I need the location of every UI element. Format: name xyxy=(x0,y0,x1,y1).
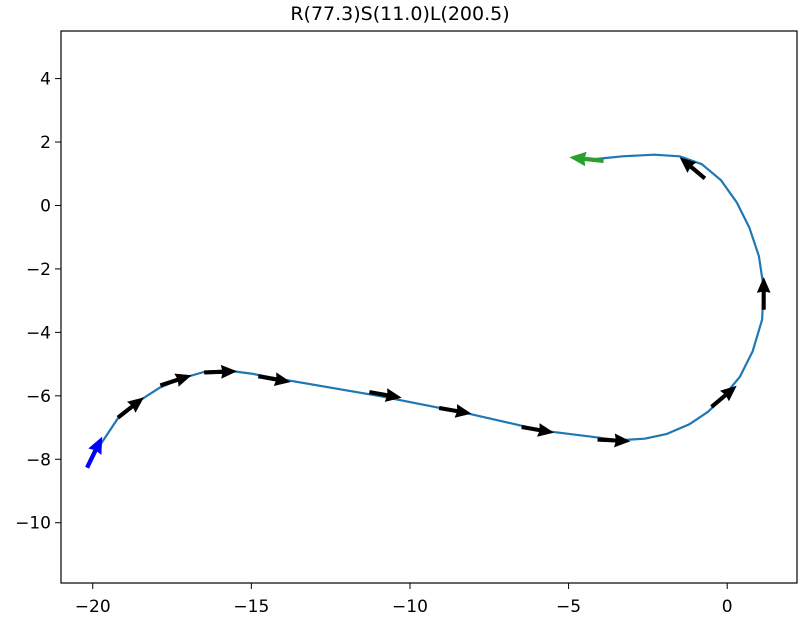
heading-arrow xyxy=(159,373,192,388)
x-tick-label: −5 xyxy=(556,597,581,617)
heading-arrow xyxy=(597,433,631,448)
heading-arrow xyxy=(368,388,402,402)
heading-arrow xyxy=(710,385,737,409)
chart-axes: −20 −15 −10 −5 0 4 2 0 −2 −4 −6 −8 −10 xyxy=(15,70,733,617)
y-tick-label: 0 xyxy=(40,196,51,216)
heading-arrow xyxy=(204,364,238,379)
chart-title: R(77.3)S(11.0)L(200.5) xyxy=(290,3,510,25)
start-arrow xyxy=(85,436,103,469)
trajectory-line xyxy=(91,153,765,457)
plot-frame xyxy=(60,30,798,584)
heading-arrow xyxy=(438,404,472,418)
y-tick-label: −6 xyxy=(26,387,51,407)
heading-arrow xyxy=(679,157,707,181)
x-tick-label: −20 xyxy=(75,597,111,617)
chart-marks xyxy=(85,151,771,469)
y-tick-label: −4 xyxy=(26,323,51,343)
y-tick-label: 4 xyxy=(40,70,51,90)
x-tick-label: −15 xyxy=(233,597,269,617)
end-arrow xyxy=(569,151,604,167)
heading-arrow xyxy=(521,423,555,437)
y-tick-label: −8 xyxy=(26,450,51,470)
x-tick-label: 0 xyxy=(722,597,733,617)
y-tick-label: −2 xyxy=(26,260,51,280)
heading-arrow xyxy=(116,397,144,420)
y-tick-label: −10 xyxy=(15,514,51,534)
heading-arrow xyxy=(257,372,291,387)
x-tick-label: −10 xyxy=(392,597,428,617)
heading-arrow xyxy=(756,276,771,310)
y-tick-label: 2 xyxy=(40,133,51,153)
